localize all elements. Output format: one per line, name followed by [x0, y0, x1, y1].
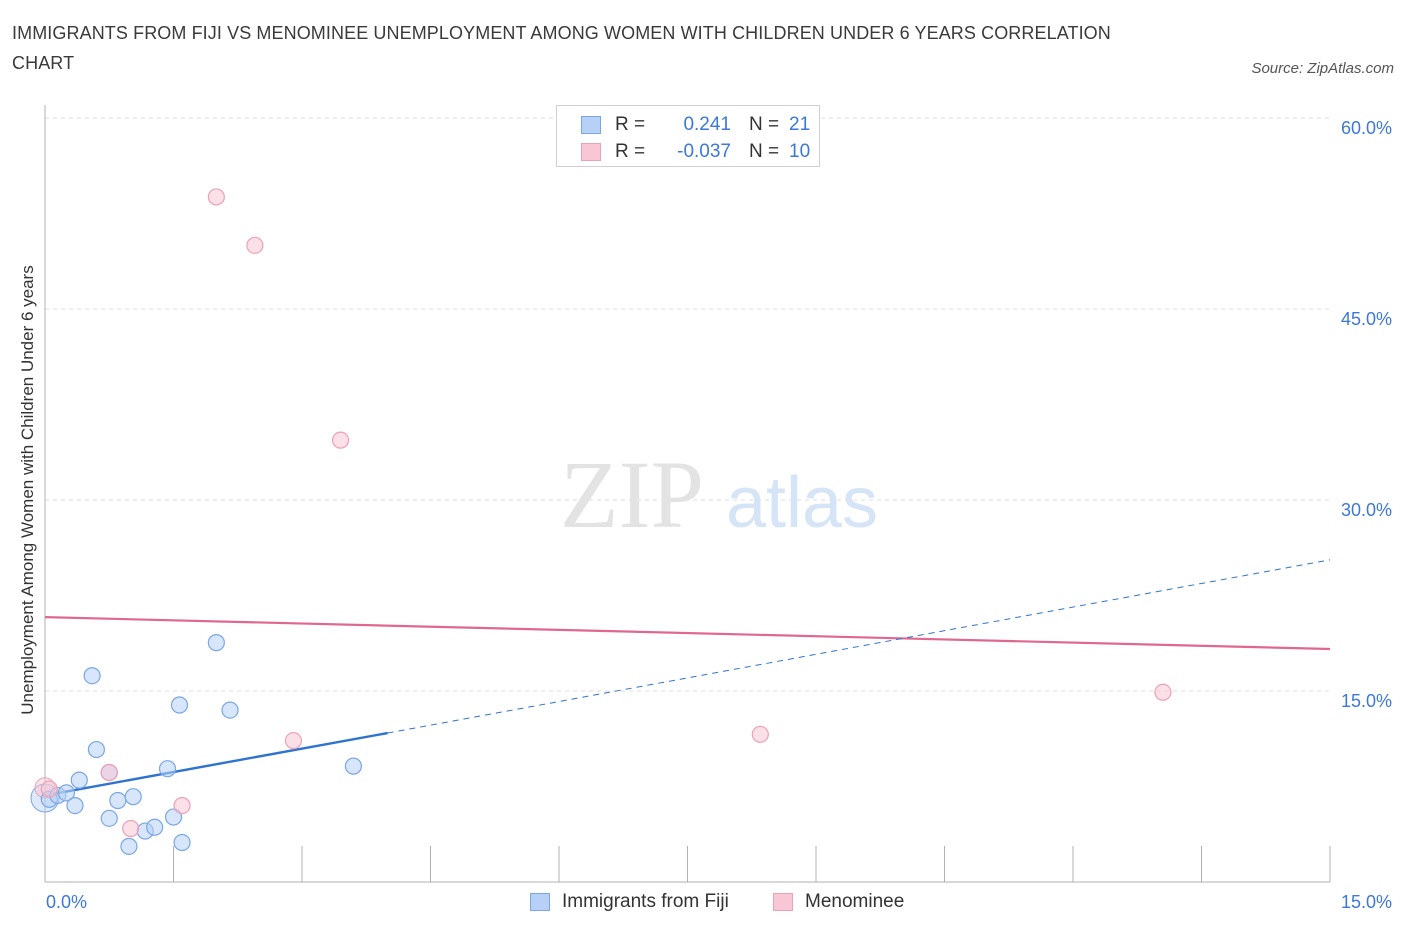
bottom-fiji-swatch [530, 893, 550, 911]
fiji-point [173, 833, 191, 852]
fiji-point [221, 701, 239, 719]
fiji-point [66, 796, 84, 815]
menominee-point [751, 725, 769, 743]
bottom-legend-menominee: Menominee [773, 890, 904, 914]
fiji-point [87, 740, 106, 759]
x-tick-label: 15.0% [1341, 892, 1392, 912]
menominee-point [122, 819, 140, 838]
menominee-point [100, 763, 118, 782]
menominee-point [1154, 683, 1172, 701]
legend-row-fiji: R = 0.241 N = 21 [581, 113, 810, 137]
trend-lines [44, 559, 1331, 797]
fiji-r-label: R = [615, 114, 646, 135]
menominee-point [40, 780, 58, 798]
fiji-point [158, 760, 177, 778]
fiji-trend-extension [387, 559, 1331, 734]
fiji-point [344, 757, 362, 775]
fiji-point [124, 788, 142, 806]
y-tick-label: 15.0% [1341, 691, 1392, 711]
menominee-point [246, 236, 264, 254]
menominee-point [173, 796, 191, 815]
fiji-n-value: 21 [789, 114, 811, 135]
x-tick-label: 0.0% [46, 892, 87, 912]
y-tick-label: 30.0% [1341, 500, 1392, 520]
watermark-atlas: atlas [726, 463, 878, 543]
fiji-trend-line [44, 731, 388, 797]
fiji-swatch [581, 116, 601, 134]
data-points [30, 188, 1172, 855]
fiji-point [146, 818, 164, 836]
menominee-r-value: -0.037 [677, 141, 731, 162]
menominee-point [331, 431, 350, 449]
y-tick-label: 45.0% [1341, 309, 1392, 329]
watermark-zip: ZIP [560, 441, 704, 548]
tick-labels: 15.0% 30.0% 45.0% 60.0% 0.0% 15.0% [46, 118, 1392, 912]
correlation-legend: R = 0.241 N = 21 R = -0.037 N = 10 [556, 105, 820, 167]
fiji-r-value: 0.241 [683, 114, 731, 135]
menominee-n-label: N = [749, 141, 780, 162]
bottom-menominee-label: Menominee [805, 891, 905, 912]
fiji-point [70, 771, 88, 789]
fiji-point [57, 784, 76, 802]
menominee-point [284, 732, 303, 750]
bottom-menominee-swatch [773, 893, 793, 911]
fiji-point [170, 696, 189, 714]
legend-row-menominee: R = -0.037 N = 10 [581, 140, 810, 164]
fiji-point [207, 634, 225, 652]
axes [44, 105, 1331, 883]
menominee-swatch [581, 143, 601, 161]
menominee-n-value: 10 [789, 141, 811, 162]
fiji-point [109, 791, 127, 810]
watermark: ZIP atlas [560, 441, 878, 548]
fiji-point [83, 667, 101, 685]
fiji-point [100, 809, 118, 827]
fiji-point [120, 837, 138, 855]
y-tick-label: 60.0% [1341, 118, 1392, 138]
fiji-point [164, 808, 183, 826]
source-credit: Source: ZipAtlas.com [1251, 60, 1394, 77]
gridlines [45, 117, 1330, 692]
bottom-legend-fiji: Immigrants from Fiji [530, 890, 729, 914]
bottom-fiji-label: Immigrants from Fiji [562, 891, 729, 912]
y-axis-label: Unemployment Among Women with Children U… [18, 265, 37, 715]
menominee-point [207, 188, 225, 206]
menominee-r-label: R = [615, 141, 646, 162]
fiji-n-label: N = [749, 114, 780, 135]
chart-title: IMMIGRANTS FROM FIJI VS MENOMINEE UNEMPL… [12, 23, 1111, 73]
menominee-trend-line [44, 616, 1331, 651]
